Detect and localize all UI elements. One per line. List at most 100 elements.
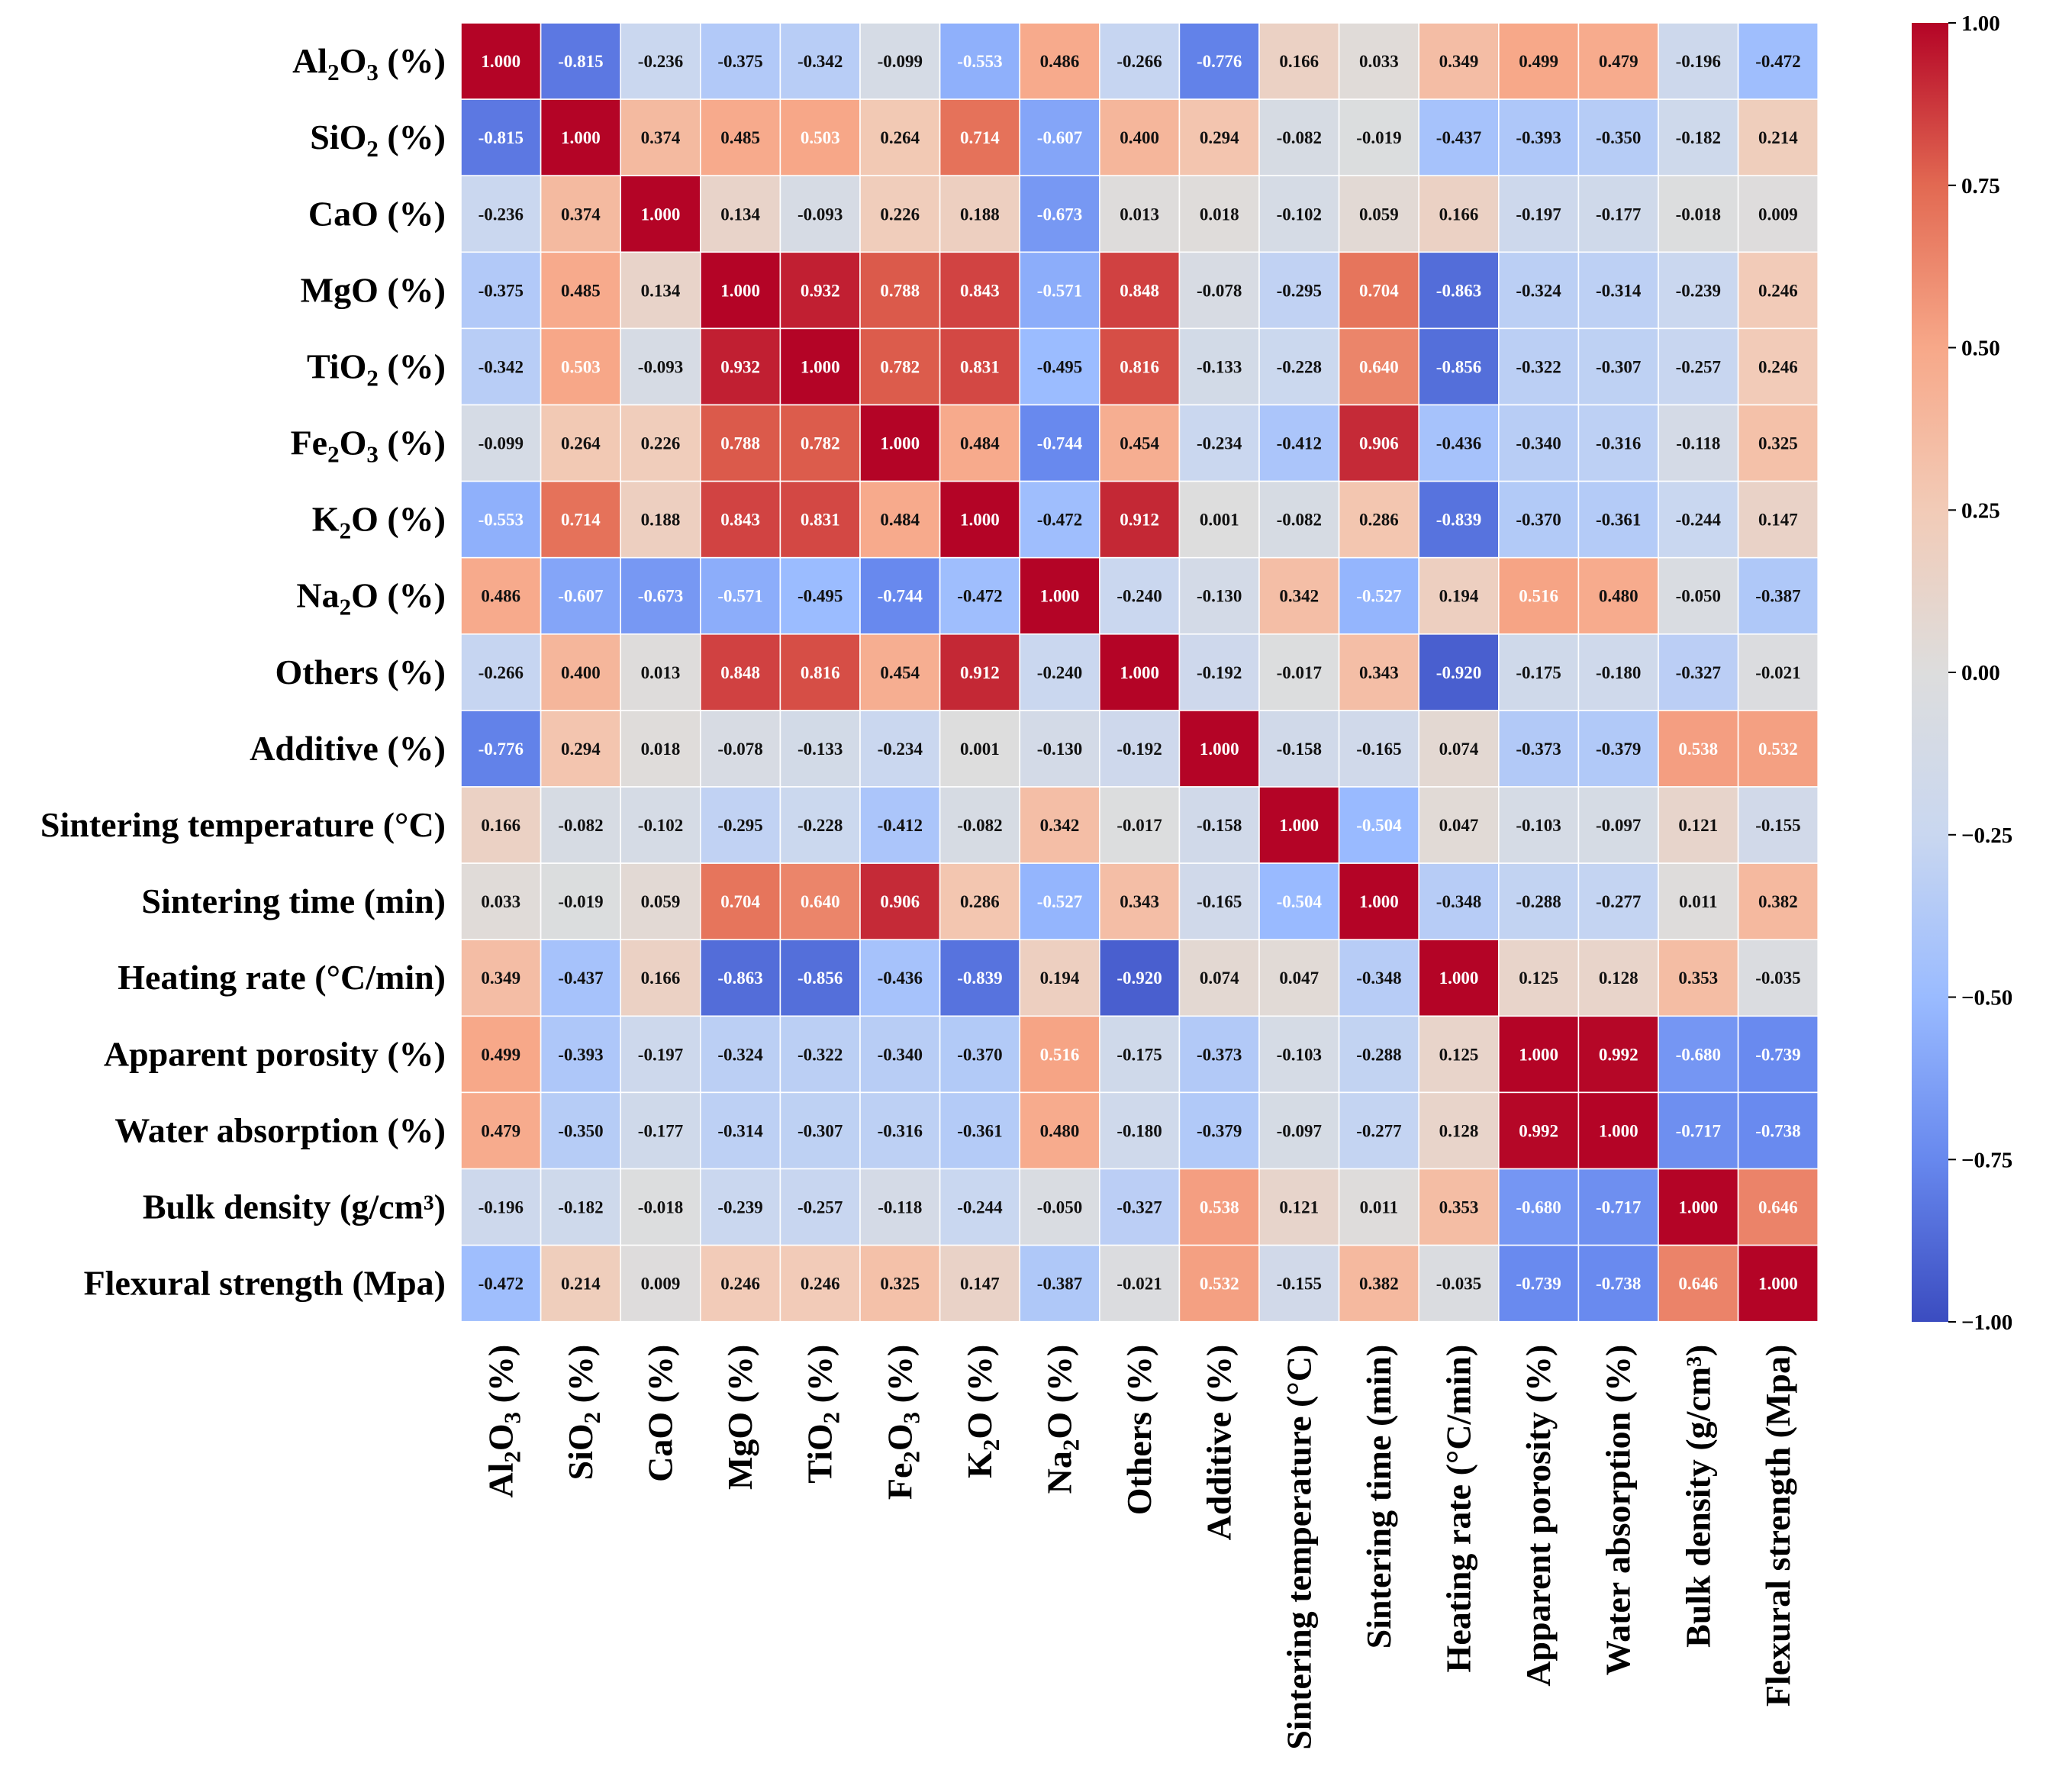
cell-value-label: 1.000 (1758, 1275, 1798, 1294)
heatmap-cell (620, 862, 701, 940)
heatmap-cell (620, 22, 701, 100)
heatmap-cell (1338, 175, 1419, 253)
heatmap-cell (859, 1015, 941, 1094)
cell-value-label: 0.013 (641, 663, 681, 682)
heatmap-cell (1099, 22, 1181, 100)
cell-value-label: -0.607 (558, 587, 603, 606)
row-label: Na2O (%) (296, 576, 446, 620)
row-label: CaO (%) (308, 194, 446, 233)
heatmap-cell (1737, 1168, 1819, 1246)
colorbar-tick-label: 0.75 (1961, 174, 2000, 198)
heatmap-cell (1658, 939, 1739, 1017)
heatmap-cell (1737, 327, 1819, 406)
row-label: MgO (%) (301, 270, 446, 309)
cell-value-label: -0.387 (1755, 587, 1800, 606)
cell-value-label: 0.532 (1200, 1275, 1239, 1294)
cell-value-label: 1.000 (481, 52, 520, 71)
heatmap-cell (1019, 556, 1100, 635)
heatmap-cell (1258, 480, 1340, 559)
heatmap-cell (540, 1015, 621, 1094)
column-label: Sintering temperature (°C) (1279, 1345, 1318, 1750)
heatmap-cell (460, 556, 542, 635)
heatmap-cell (1338, 939, 1419, 1017)
column-label: CaO (%) (641, 1345, 680, 1482)
heatmap-cell (540, 939, 621, 1017)
cell-value-label: -0.093 (638, 357, 683, 376)
cell-value-label: -0.314 (1596, 281, 1642, 300)
row-label: Heating rate (°C/min) (118, 958, 446, 997)
heatmap-cell (1258, 327, 1340, 406)
heatmap-cell (460, 327, 542, 406)
cell-value-label: -0.082 (558, 816, 603, 835)
heatmap-cell (1178, 327, 1260, 406)
cell-value-label: 1.000 (1279, 816, 1319, 835)
cell-value-label: 0.353 (1678, 969, 1718, 988)
cell-value-label: -0.035 (1755, 969, 1800, 988)
cell-value-label: -0.316 (878, 1121, 923, 1140)
cell-value-label: 0.479 (1599, 52, 1638, 71)
heatmap-cell (939, 1091, 1020, 1170)
cell-value-label: -0.197 (1516, 205, 1561, 224)
cell-value-label: 0.831 (801, 511, 840, 530)
cell-value-label: -0.776 (1197, 52, 1242, 71)
heatmap-cell (1498, 251, 1580, 330)
heatmap-cell (1658, 22, 1739, 100)
cell-value-label: -0.375 (717, 52, 762, 71)
heatmap-cell (939, 1244, 1020, 1323)
cell-value-label: -0.839 (1436, 511, 1481, 530)
heatmap-cell (1418, 862, 1500, 940)
heatmap-cell (460, 1015, 542, 1094)
cell-value-label: -0.863 (717, 969, 762, 988)
cell-value-label: -0.266 (478, 663, 524, 682)
colorbar-gradient (1912, 23, 1948, 1322)
cell-value-label: 1.000 (720, 281, 760, 300)
cell-value-label: -0.316 (1596, 434, 1641, 453)
cell-value-label: -0.180 (1596, 663, 1641, 682)
cell-value-label: 0.912 (960, 663, 1000, 682)
cell-value-label: -0.370 (957, 1045, 1002, 1064)
heatmap-cell (1498, 939, 1580, 1017)
heatmap-cell (1658, 1244, 1739, 1323)
column-label: Sintering time (min) (1359, 1345, 1398, 1649)
cell-value-label: 0.343 (1359, 663, 1399, 682)
heatmap-cell (1338, 633, 1419, 711)
heatmap-cell (1099, 939, 1181, 1017)
cell-value-label: 0.011 (1679, 892, 1717, 911)
cell-value-label: -0.102 (1277, 205, 1322, 224)
cell-value-label: 0.349 (1439, 52, 1479, 71)
heatmap-cell (1737, 98, 1819, 177)
cell-value-label: -0.239 (1676, 281, 1721, 300)
heatmap-cell (779, 1015, 861, 1094)
cell-value-label: -0.244 (1676, 511, 1722, 530)
cell-value-label: -0.257 (1676, 357, 1721, 376)
cell-value-label: -0.277 (1596, 892, 1641, 911)
cell-value-label: -0.277 (1356, 1121, 1401, 1140)
colorbar-tick-label: −0.25 (1961, 823, 2012, 848)
cell-value-label: 0.166 (641, 969, 681, 988)
heatmap-cell (699, 98, 781, 177)
cell-value-label: -0.717 (1676, 1121, 1721, 1140)
heatmap-cell (859, 633, 941, 711)
heatmap-cell (1258, 175, 1340, 253)
heatmap-cell (1498, 327, 1580, 406)
heatmap-cell (460, 480, 542, 559)
cell-value-label: 1.000 (880, 434, 920, 453)
heatmap-cell (1418, 633, 1500, 711)
cell-value-label: 1.000 (641, 205, 681, 224)
cell-value-label: -0.393 (1516, 128, 1561, 147)
heatmap-cells (460, 22, 1819, 1323)
cell-value-label: 0.843 (720, 511, 760, 530)
cell-value-label: -0.920 (1436, 663, 1481, 682)
cell-value-label: -0.228 (1277, 357, 1322, 376)
cell-value-label: 0.480 (1040, 1121, 1080, 1140)
heatmap-cell (1099, 1244, 1181, 1323)
heatmap-cell (699, 175, 781, 253)
heatmap-cell (859, 480, 941, 559)
cell-value-label: -0.673 (1037, 205, 1082, 224)
heatmap-cell (1418, 480, 1500, 559)
column-label: Fe2O3 (%) (880, 1345, 924, 1500)
cell-value-label: -0.102 (638, 816, 683, 835)
cell-value-label: -0.021 (1755, 663, 1800, 682)
cell-value-label: -0.350 (1596, 128, 1641, 147)
cell-value-label: -0.839 (957, 969, 1002, 988)
